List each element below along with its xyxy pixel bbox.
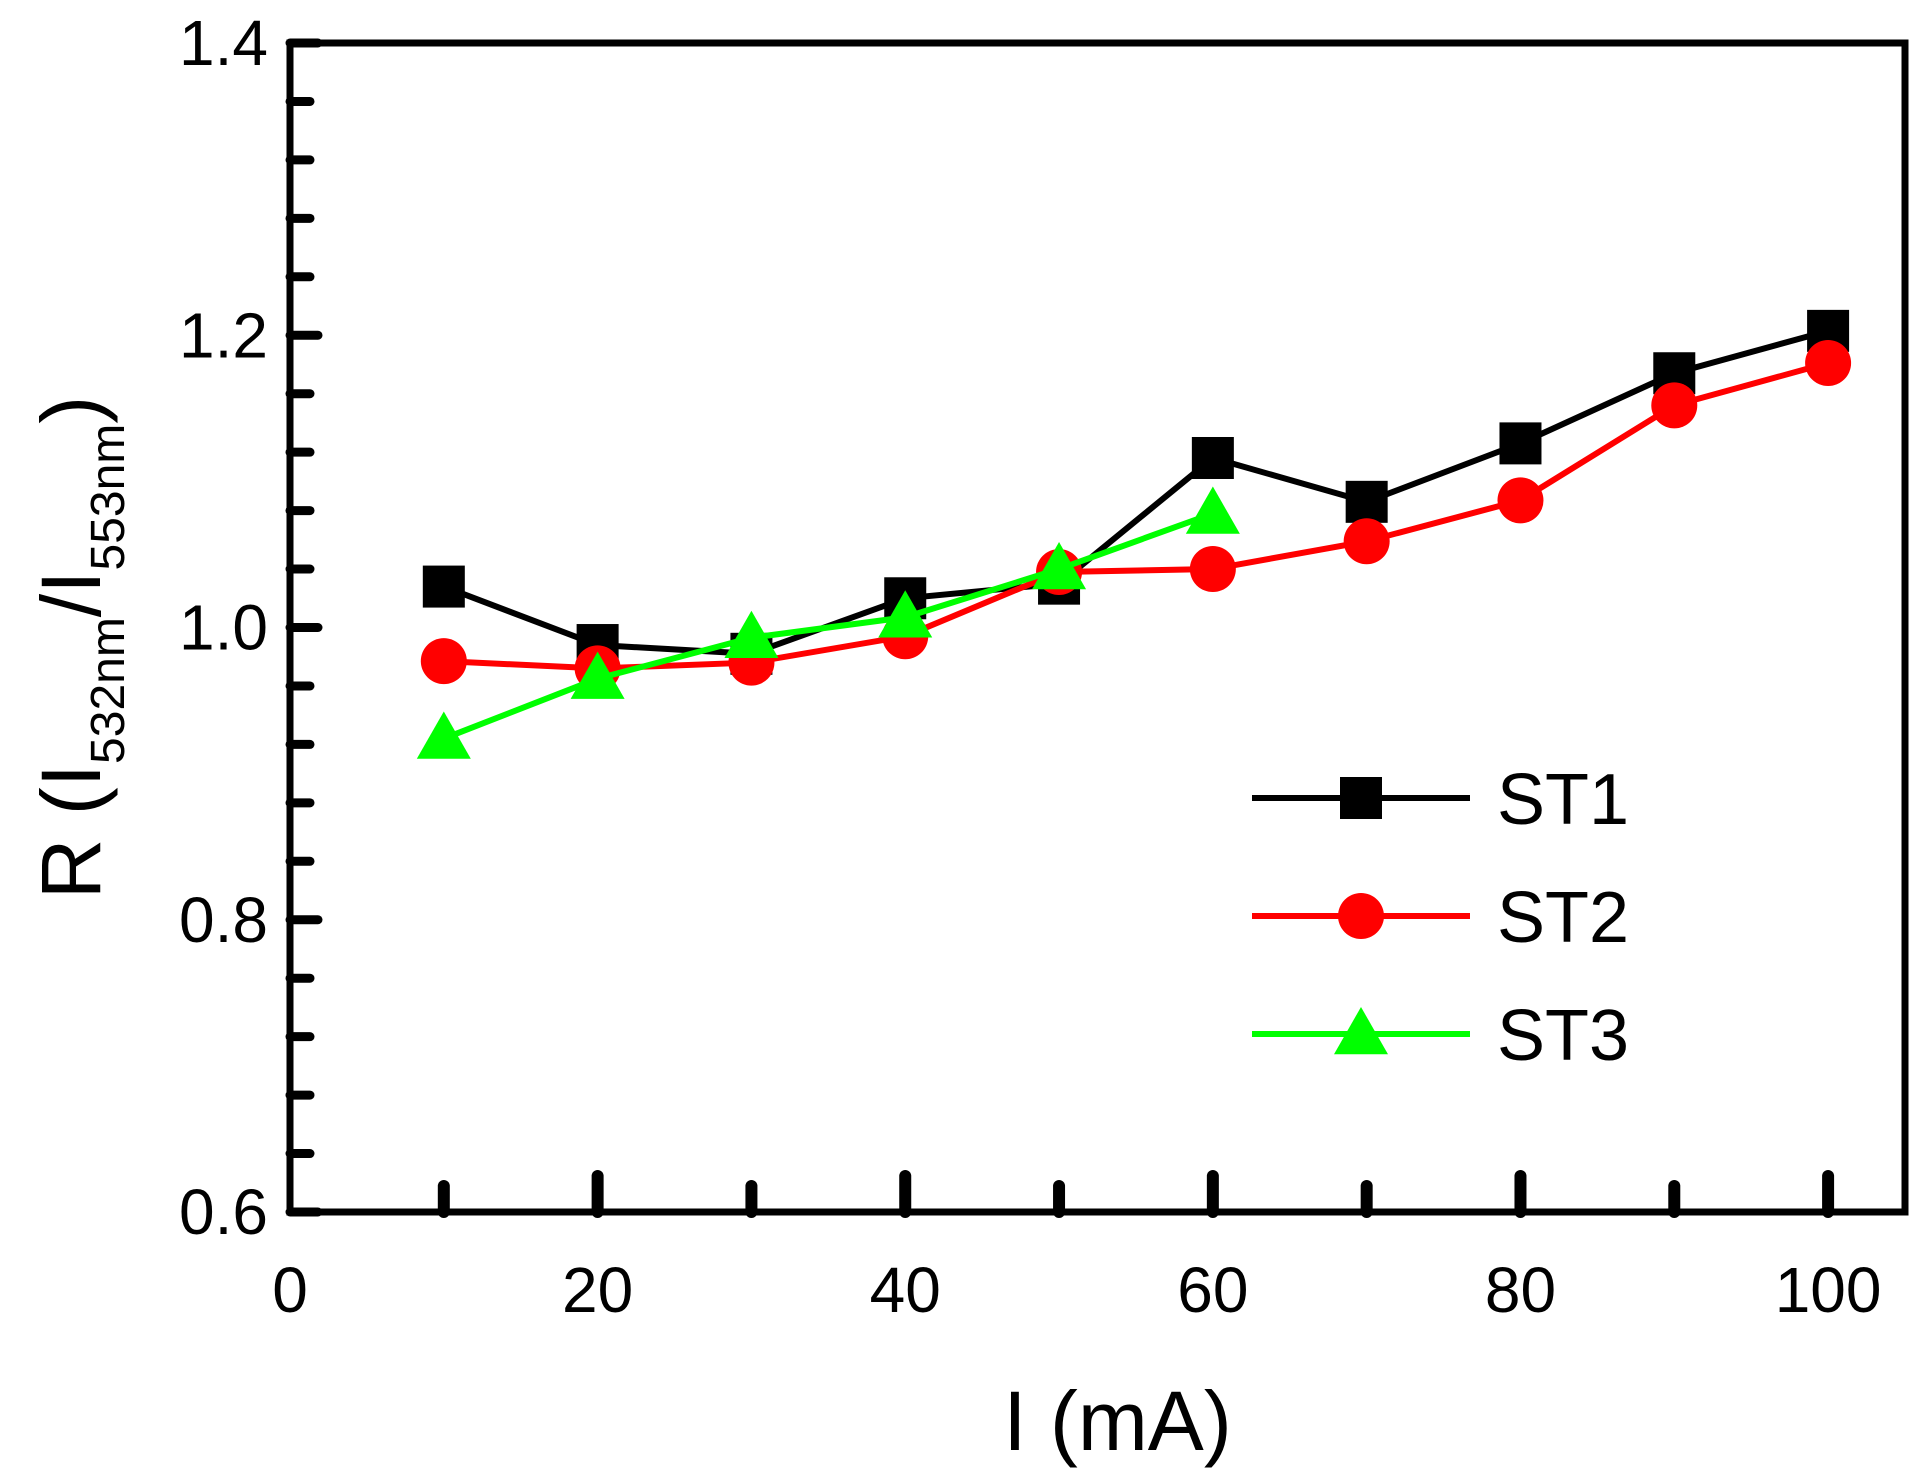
legend-marker-ST1 [1340,777,1382,819]
legend-label: ST3 [1497,996,1629,1076]
y-axis-title-mid: /I [24,570,118,617]
data-point-ST2 [1651,382,1698,429]
y-tick-label: 1.2 [179,299,268,371]
x-tick-label: 100 [1775,1254,1882,1326]
x-tick-label: 0 [272,1254,308,1326]
legend-item-ST3: ST3 [1252,996,1629,1076]
y-tick-label: 1.0 [179,592,268,664]
axis-ticks [285,38,1835,1218]
data-point-ST3 [570,651,625,699]
x-axis-title: I (mA) [1003,1374,1232,1468]
y-axis-title-prefix: R (I [24,764,118,899]
data-point-ST1 [1191,436,1234,479]
legend-item-ST1: ST1 [1252,760,1629,840]
data-point-ST2 [1805,340,1852,387]
plot-frame [286,39,1909,1216]
legend: ST1 ST2 ST3 [1252,760,1629,1076]
y-tick-label: 1.4 [179,7,268,79]
series-line-ST1 [442,327,1829,657]
data-point-ST3 [1032,542,1087,590]
series-ST1 [422,309,1850,675]
x-tick-label: 40 [870,1254,941,1326]
x-tick-label: 80 [1485,1254,1556,1326]
y-axis-title: R (I532nm/I553nm) [24,396,135,900]
data-point-ST1 [422,565,465,608]
data-point-ST2 [1497,477,1544,524]
data-point-ST1 [1345,480,1388,523]
data-point-ST1 [1499,422,1542,465]
series-ST3 [416,486,1240,759]
data-point-ST3 [878,590,933,638]
legend-label: ST1 [1497,760,1629,840]
series-line-ST2 [443,360,1829,672]
legend-item-ST2: ST2 [1252,878,1629,958]
series-line-ST3 [442,510,1214,742]
y-tick-label: 0.6 [179,1176,268,1248]
y-axis-title-sub2: 553nm [82,424,135,571]
y-tick-label: 0.8 [179,884,268,956]
legend-marker-ST3 [1334,1007,1388,1055]
legend-marker-ST2 [1338,893,1384,939]
data-point-ST3 [724,610,779,658]
data-point-ST3 [416,711,471,759]
axis-tick-labels: 0 20 40 60 80 100 0.6 0.8 1.0 1.2 1.4 [179,7,1881,1326]
data-point-ST2 [420,638,467,685]
data-point-ST2 [1189,546,1236,593]
x-tick-label: 60 [1177,1254,1248,1326]
y-axis-title-sub1: 532nm [82,617,135,764]
y-axis-title-suffix: ) [24,396,118,424]
legend-label: ST2 [1497,878,1629,958]
plot-marks [416,309,1852,759]
data-point-ST2 [1343,518,1390,565]
x-tick-label: 20 [562,1254,633,1326]
data-point-ST3 [1185,486,1240,534]
